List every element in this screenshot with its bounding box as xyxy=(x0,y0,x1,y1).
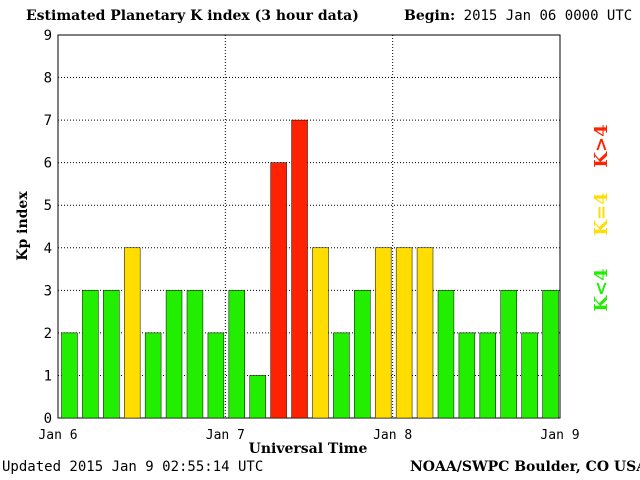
kp-bar xyxy=(354,290,371,419)
y-tick-label: 3 xyxy=(44,283,52,299)
begin-value: 2015 Jan 06 0000 UTC xyxy=(463,8,633,24)
y-tick-label: 2 xyxy=(44,326,52,342)
kp-bar xyxy=(186,290,204,419)
kp-bar xyxy=(270,162,287,419)
y-tick-label: 7 xyxy=(44,113,52,129)
kp-bar xyxy=(103,290,120,419)
legend-low: K<4 xyxy=(591,268,612,311)
grid-lines xyxy=(58,35,560,418)
y-tick-label: 4 xyxy=(44,241,52,257)
x-tick-label: Jan 8 xyxy=(373,428,412,443)
kp-bars xyxy=(61,119,559,419)
legend-mid: K=4 xyxy=(591,192,612,235)
y-axis-label: Kp index xyxy=(15,191,31,261)
credit-text: NOAA/SWPC Boulder, CO USA xyxy=(410,459,640,475)
kp-bar xyxy=(228,290,245,419)
kp-bar xyxy=(249,375,266,419)
kp-bar xyxy=(416,247,434,419)
y-axis-ticks: 0 1 2 3 4 5 6 7 8 9 xyxy=(44,28,52,427)
plot-frame xyxy=(57,34,561,419)
kp-bar xyxy=(375,247,392,419)
x-tick-label: Jan 9 xyxy=(540,428,579,443)
updated-timestamp: Updated 2015 Jan 9 02:55:14 UTC xyxy=(2,459,264,475)
kp-bar xyxy=(165,290,183,419)
kp-bar xyxy=(542,290,559,419)
kp-bar xyxy=(500,290,517,419)
kp-bar xyxy=(521,332,538,419)
chart-title: Estimated Planetary K index (3 hour data… xyxy=(26,8,359,24)
kp-bar xyxy=(124,247,141,419)
kp-bar xyxy=(144,332,162,419)
x-tick-label: Jan 7 xyxy=(206,428,245,443)
y-tick-label: 0 xyxy=(44,411,52,427)
y-tick-label: 1 xyxy=(44,368,52,384)
x-axis-label: Universal Time xyxy=(249,441,368,457)
kp-bar xyxy=(479,332,497,419)
legend-high: K>4 xyxy=(591,124,612,167)
x-axis-ticks: Jan 6 Jan 7 Jan 8 Jan 9 xyxy=(38,428,579,443)
y-tick-label: 5 xyxy=(44,198,52,214)
y-tick-label: 8 xyxy=(44,71,52,87)
begin-label: Begin: 2015 Jan 06 0000 UTC xyxy=(404,8,632,24)
kp-bar xyxy=(458,332,476,419)
kp-bar xyxy=(312,247,329,419)
kp-bar xyxy=(61,332,78,419)
kp-bar xyxy=(333,332,350,419)
begin-key: Begin: xyxy=(404,8,456,24)
y-tick-label: 6 xyxy=(44,156,52,172)
kp-bar xyxy=(207,332,225,419)
y-tick-label: 9 xyxy=(44,28,52,44)
x-tick-label: Jan 6 xyxy=(38,428,77,443)
kp-bar xyxy=(395,247,413,419)
kp-bar xyxy=(291,119,308,419)
kp-bar xyxy=(82,290,99,419)
kp-bar xyxy=(437,290,455,419)
